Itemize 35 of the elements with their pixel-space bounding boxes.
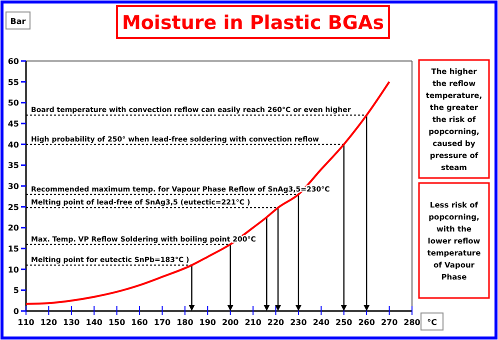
y-tick-label: 20	[8, 224, 20, 233]
x-tick-label: 180	[176, 318, 194, 327]
x-tick-label: 150	[108, 318, 126, 327]
y-tick-label: 15	[8, 244, 20, 254]
y-tick-label: 30	[8, 182, 20, 191]
y-tick-label: 45	[8, 120, 20, 128]
x-tick-label: 270	[380, 318, 398, 327]
y-tick-label: 50	[8, 98, 20, 108]
y-axis-title: Bar	[10, 17, 26, 26]
x-tick-label: 210	[244, 318, 262, 327]
x-tick-label: 240	[312, 318, 330, 327]
x-tick-label: 230	[290, 318, 308, 327]
x-tick-label: 130	[63, 318, 80, 327]
x-axis-title: °C	[427, 318, 438, 327]
y-tick-label: 0	[13, 307, 20, 316]
y-tick-label: 60	[8, 57, 20, 66]
x-tick-label: 190	[199, 318, 216, 327]
y-tick-label: 5	[13, 286, 20, 296]
y-tick-label: 40	[8, 140, 20, 150]
x-tick-label: 120	[40, 318, 58, 327]
x-tick-label: 250	[336, 318, 353, 327]
x-tick-label: 260	[358, 318, 376, 327]
x-tick-label: 110	[18, 318, 35, 327]
line-series	[25, 80, 390, 305]
x-tick-label: 280	[404, 318, 421, 327]
y-tick-label: 10	[8, 265, 20, 274]
y-tick-label: 55	[8, 78, 20, 87]
y-tick-label: 25	[8, 202, 20, 212]
x-tick-label: 220	[267, 318, 285, 327]
x-tick-label: 200	[222, 318, 240, 327]
x-tick-label: 170	[154, 318, 172, 327]
x-tick-label: 140	[86, 318, 103, 327]
x-tick-label: 160	[131, 318, 148, 327]
chart-title: Moisture in Plastic BGAs	[122, 12, 384, 34]
y-tick-label: 35	[8, 161, 20, 170]
